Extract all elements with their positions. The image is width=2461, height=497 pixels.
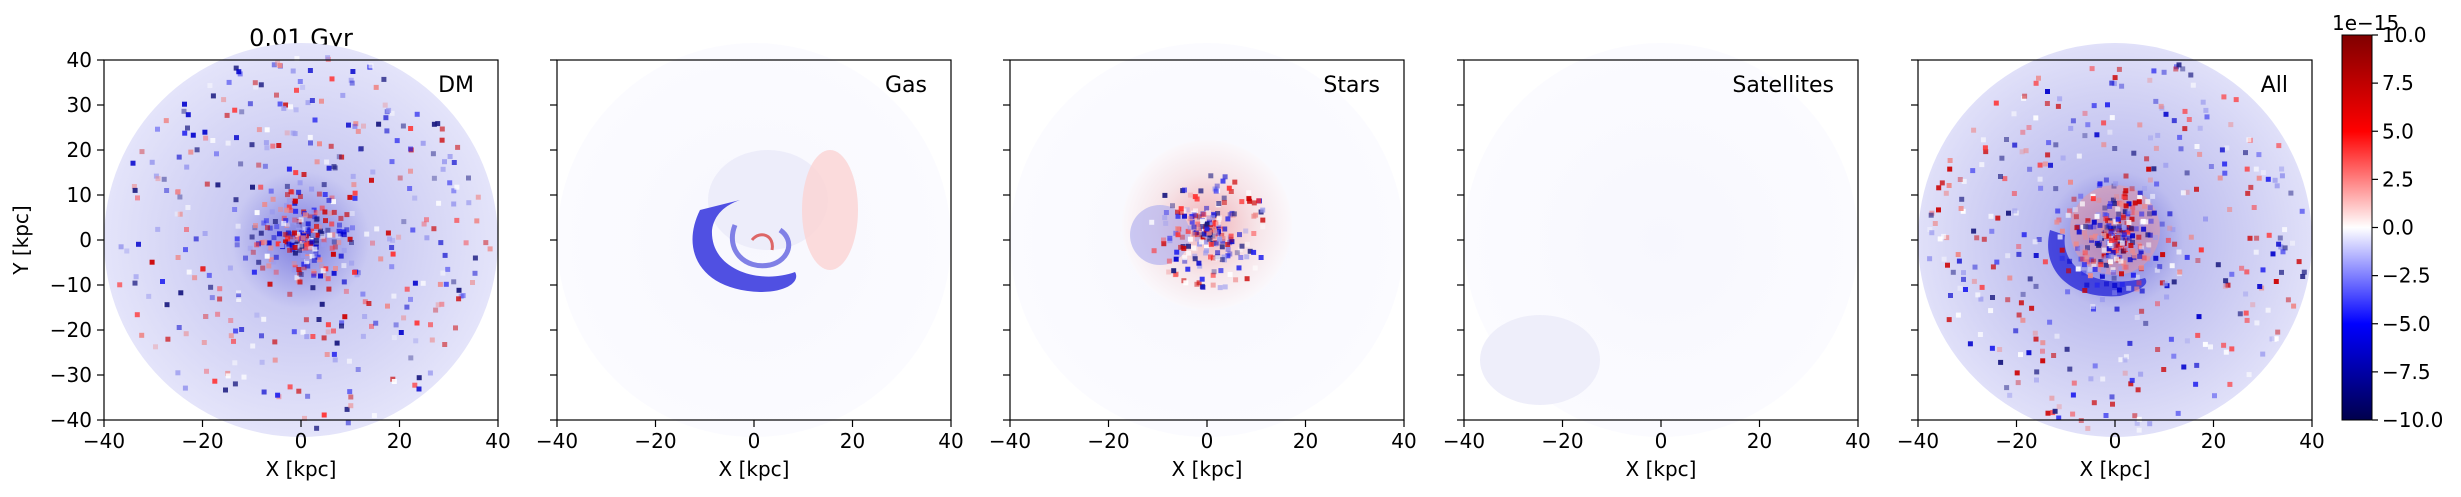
y-tick-label: 40	[67, 48, 92, 72]
x-axis-label: X [kpc]	[719, 457, 790, 481]
x-tick-label: 0	[2109, 429, 2122, 453]
x-tick-label: 20	[387, 429, 412, 453]
x-axis-label: X [kpc]	[266, 457, 337, 481]
x-tick-label: −20	[1087, 429, 1129, 453]
x-tick-label: −20	[1541, 429, 1583, 453]
panel-satellites: Satellites −40 −20 0 20 40 X [kpc]	[1443, 59, 1871, 481]
colorbar-tick-label: −2.5	[2382, 264, 2431, 288]
x-axis-label: X [kpc]	[1626, 457, 1697, 481]
x-tick-label: 20	[2201, 429, 2226, 453]
x-tick-label: −40	[83, 429, 125, 453]
colorbar-tick-label: 7.5	[2382, 71, 2414, 95]
y-tick-label: 0	[79, 228, 92, 252]
panel-all: All −40 −20 0 20 40 X [kpc]	[1897, 59, 2325, 481]
y-axis-label: Y [kpc]	[9, 205, 33, 275]
colorbar: 1e−15 10.0 7.5 5.0 2.5 0.0 −2.5 −5.0 −7.5 −10.0	[2332, 11, 2443, 432]
y-tick-label: −20	[50, 318, 92, 342]
heatmap-satellites	[1464, 43, 1858, 437]
x-tick-label: −40	[536, 429, 578, 453]
x-tick-label: 0	[748, 429, 761, 453]
panel-gas: Gas −40 −20 0 20 40 X [kpc]	[536, 59, 964, 481]
x-tick-label: −40	[989, 429, 1031, 453]
panel-label: Stars	[1323, 73, 1380, 98]
colorbar-tick-label: −10.0	[2382, 408, 2443, 432]
colorbar-tick-label: −7.5	[2382, 360, 2431, 384]
panel-label: All	[2261, 73, 2288, 98]
y-tick-label: −30	[50, 363, 92, 387]
heatmap-gas	[557, 43, 951, 437]
y-tick-label: 30	[67, 93, 92, 117]
y-tick-label: 10	[67, 183, 92, 207]
panel-label: Satellites	[1732, 73, 1834, 98]
y-tick-label: −40	[50, 408, 92, 432]
panel-label: Gas	[885, 73, 927, 98]
x-tick-label: −20	[1995, 429, 2037, 453]
heatmap-dm	[104, 43, 498, 437]
x-tick-label: −20	[181, 429, 223, 453]
x-tick-label: −20	[634, 429, 676, 453]
colorbar-tick-label: −5.0	[2382, 312, 2431, 336]
panel-label: DM	[438, 73, 474, 98]
colorbar-tick-label: 10.0	[2382, 23, 2427, 47]
x-tick-label: 0	[1655, 429, 1668, 453]
heatmap-images	[104, 43, 2312, 437]
heatmap-all	[1918, 43, 2312, 437]
panel-dm: DM −40 −20 0 20 40 X [kpc] 40 30 20 10 0 −10 −20 −30 −4…	[50, 48, 511, 481]
x-tick-label: 20	[1747, 429, 1772, 453]
x-tick-label: 0	[295, 429, 308, 453]
x-tick-label: −40	[1897, 429, 1939, 453]
x-tick-label: 0	[1201, 429, 1214, 453]
x-tick-label: 20	[840, 429, 865, 453]
colorbar-tick-label: 0.0	[2382, 216, 2414, 240]
y-tick-label: −10	[50, 273, 92, 297]
x-tick-label: 40	[485, 429, 510, 453]
x-tick-label: 20	[1293, 429, 1318, 453]
colorbar-tick-label: 2.5	[2382, 167, 2414, 191]
panel-stars: Stars −40 −20 0 20 40 X [kpc]	[989, 59, 1417, 481]
colorbar-gradient	[2341, 34, 2373, 421]
x-tick-label: −40	[1443, 429, 1485, 453]
x-axis-label: X [kpc]	[1172, 457, 1243, 481]
x-tick-label: 40	[2299, 429, 2324, 453]
heatmap-stars	[1010, 43, 1404, 437]
y-tick-label: 20	[67, 138, 92, 162]
colorbar-exponent-label: 1e−15	[2332, 11, 2399, 35]
colorbar-tick-label: 5.0	[2382, 119, 2414, 143]
x-axis-label: X [kpc]	[2080, 457, 2151, 481]
x-tick-label: 40	[938, 429, 963, 453]
x-tick-label: 40	[1391, 429, 1416, 453]
x-tick-label: 40	[1845, 429, 1870, 453]
